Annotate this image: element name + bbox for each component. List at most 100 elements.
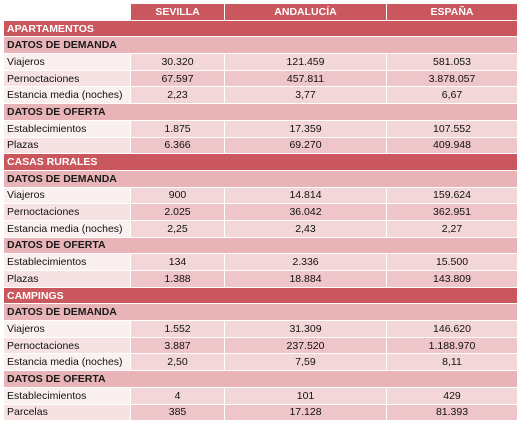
tourism-data-table: SEVILLA ANDALUCÍA ESPAÑA APARTAMENTOS DAT…: [3, 3, 518, 421]
row-label: Plazas: [3, 136, 131, 155]
row-label: Establecimientos: [3, 253, 131, 271]
value-espana: 8,11: [386, 353, 518, 372]
value-sevilla: 1.552: [130, 320, 225, 338]
value-espana: 362.951: [386, 203, 518, 221]
value-andalucia: 3,77: [224, 86, 387, 105]
row-label: Estancia media (noches): [3, 219, 131, 238]
subsection-title: DATOS DE DEMANDA: [3, 169, 518, 188]
section-row: APARTAMENTOS: [3, 19, 518, 38]
subsection-row: DATOS DE OFERTA: [3, 103, 518, 121]
table-row: Estancia media (noches) 2,23 3,77 6,67: [3, 86, 518, 105]
value-sevilla: 385: [130, 403, 225, 421]
value-espana: 6,67: [386, 86, 518, 105]
table-row: Viajeros 30.320 121.459 581.053: [3, 53, 518, 71]
row-label: Viajeros: [3, 320, 131, 338]
row-label: Establecimientos: [3, 119, 131, 138]
value-sevilla: 2,25: [130, 219, 225, 238]
table-row: Parcelas 385 17.128 81.393: [3, 403, 518, 421]
value-espana: 429: [386, 386, 518, 405]
column-header-sevilla: SEVILLA: [130, 3, 225, 21]
value-andalucia: 18.884: [224, 270, 387, 288]
row-label: Pernoctaciones: [3, 336, 131, 355]
subsection-title: DATOS DE DEMANDA: [3, 36, 518, 55]
subsection-row: DATOS DE OFERTA: [3, 236, 518, 255]
value-espana: 146.620: [386, 320, 518, 338]
value-espana: 159.624: [386, 186, 518, 205]
column-header-espana: ESPAÑA: [386, 3, 518, 21]
value-espana: 107.552: [386, 119, 518, 138]
row-label: Establecimientos: [3, 386, 131, 405]
row-label: Pernoctaciones: [3, 69, 131, 88]
value-andalucia: 17.128: [224, 403, 387, 421]
value-andalucia: 7,59: [224, 353, 387, 372]
subsection-title: DATOS DE OFERTA: [3, 236, 518, 255]
table-body: APARTAMENTOS DATOS DE DEMANDA Viajeros 30.3…: [3, 19, 518, 421]
value-sevilla: 4: [130, 386, 225, 405]
table-row: Estancia media (noches) 2,25 2,43 2,27: [3, 219, 518, 238]
value-andalucia: 69.270: [224, 136, 387, 155]
subsection-title: DATOS DE OFERTA: [3, 103, 518, 121]
section-row: CAMPINGS: [3, 286, 518, 305]
value-espana: 3.878.057: [386, 69, 518, 88]
subsection-row: DATOS DE DEMANDA: [3, 169, 518, 188]
value-espana: 81.393: [386, 403, 518, 421]
table-row: Estancia media (noches) 2,50 7,59 8,11: [3, 353, 518, 372]
value-espana: 581.053: [386, 53, 518, 71]
value-andalucia: 101: [224, 386, 387, 405]
row-label: Pernoctaciones: [3, 203, 131, 221]
table-row: Plazas 6.366 69.270 409.948: [3, 136, 518, 155]
table-row: Pernoctaciones 2.025 36.042 362.951: [3, 203, 518, 221]
value-andalucia: 121.459: [224, 53, 387, 71]
column-header-andalucia: ANDALUCÍA: [224, 3, 387, 21]
value-sevilla: 2,50: [130, 353, 225, 372]
value-sevilla: 2.025: [130, 203, 225, 221]
section-title: APARTAMENTOS: [3, 19, 518, 38]
table-row: Establecimientos 4 101 429: [3, 386, 518, 405]
value-andalucia: 36.042: [224, 203, 387, 221]
column-header-row: SEVILLA ANDALUCÍA ESPAÑA: [3, 3, 518, 21]
value-andalucia: 2.336: [224, 253, 387, 271]
header-blank-cell: [3, 3, 131, 21]
row-label: Parcelas: [3, 403, 131, 421]
value-sevilla: 900: [130, 186, 225, 205]
table-row: Establecimientos 1.875 17.359 107.552: [3, 119, 518, 138]
subsection-title: DATOS DE DEMANDA: [3, 303, 518, 322]
subsection-row: DATOS DE DEMANDA: [3, 303, 518, 322]
table-row: Plazas 1.388 18.884 143.809: [3, 270, 518, 288]
subsection-row: DATOS DE OFERTA: [3, 370, 518, 388]
value-espana: 1.188.970: [386, 336, 518, 355]
tourism-data-table-container: SEVILLA ANDALUCÍA ESPAÑA APARTAMENTOS DAT…: [3, 3, 518, 421]
section-title: CASAS RURALES: [3, 153, 518, 171]
value-sevilla: 3.887: [130, 336, 225, 355]
row-label: Viajeros: [3, 186, 131, 205]
value-espana: 2,27: [386, 219, 518, 238]
value-sevilla: 1.875: [130, 119, 225, 138]
subsection-title: DATOS DE OFERTA: [3, 370, 518, 388]
value-sevilla: 2,23: [130, 86, 225, 105]
value-sevilla: 30.320: [130, 53, 225, 71]
section-row: CASAS RURALES: [3, 153, 518, 171]
value-sevilla: 6.366: [130, 136, 225, 155]
table-row: Pernoctaciones 3.887 237.520 1.188.970: [3, 336, 518, 355]
row-label: Estancia media (noches): [3, 86, 131, 105]
table-row: Viajeros 1.552 31.309 146.620: [3, 320, 518, 338]
value-andalucia: 237.520: [224, 336, 387, 355]
row-label: Estancia media (noches): [3, 353, 131, 372]
table-row: Establecimientos 134 2.336 15.500: [3, 253, 518, 271]
value-espana: 143.809: [386, 270, 518, 288]
value-espana: 15.500: [386, 253, 518, 271]
table-row: Viajeros 900 14.814 159.624: [3, 186, 518, 205]
value-andalucia: 14.814: [224, 186, 387, 205]
table-row: Pernoctaciones 67.597 457.811 3.878.057: [3, 69, 518, 88]
section-title: CAMPINGS: [3, 286, 518, 305]
value-andalucia: 457.811: [224, 69, 387, 88]
row-label: Viajeros: [3, 53, 131, 71]
value-espana: 409.948: [386, 136, 518, 155]
row-label: Plazas: [3, 270, 131, 288]
value-andalucia: 31.309: [224, 320, 387, 338]
value-andalucia: 17.359: [224, 119, 387, 138]
value-sevilla: 67.597: [130, 69, 225, 88]
value-andalucia: 2,43: [224, 219, 387, 238]
value-sevilla: 134: [130, 253, 225, 271]
value-sevilla: 1.388: [130, 270, 225, 288]
